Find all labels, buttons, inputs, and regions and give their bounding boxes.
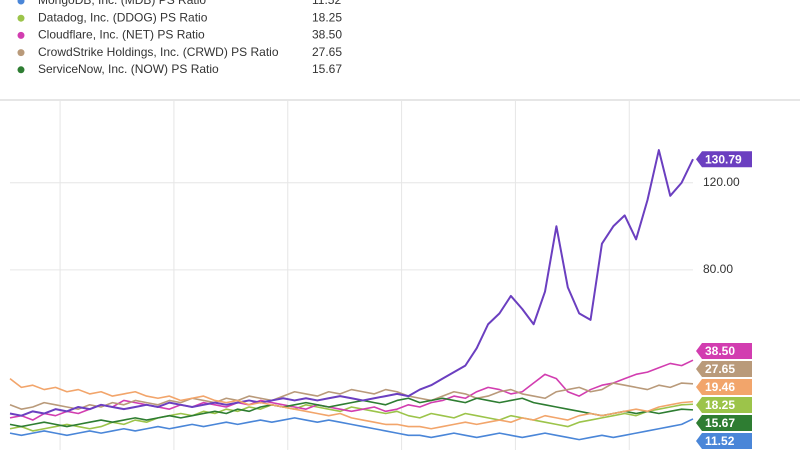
legend-marker — [17, 49, 25, 57]
end-label-text: 11.52 — [705, 434, 735, 448]
end-label-box — [696, 415, 752, 431]
end-label-box — [696, 361, 752, 377]
end-label-box — [696, 151, 752, 168]
legend-value: 15.67 — [312, 62, 342, 76]
end-label-text: 18.25 — [705, 398, 735, 412]
legend-marker — [17, 0, 25, 5]
series-line — [9, 417, 694, 441]
legend-label: ServiceNow, Inc. (NOW) PS Ratio — [38, 62, 219, 76]
end-label-box — [696, 397, 752, 413]
end-label-text: 15.67 — [705, 416, 735, 430]
y-tick-label: 120.00 — [703, 175, 740, 189]
series-line — [9, 403, 694, 432]
legend-value: 11.52 — [312, 0, 341, 7]
end-label: 19.46 — [696, 379, 752, 395]
series-line — [9, 397, 694, 428]
end-label-text: 38.50 — [705, 344, 735, 358]
end-label: 11.52 — [696, 433, 752, 449]
series-line — [9, 382, 694, 410]
series-line — [9, 149, 694, 417]
legend-value: 38.50 — [312, 28, 342, 42]
series-line — [9, 378, 694, 430]
end-label-text: 19.46 — [705, 380, 735, 394]
legend-marker — [17, 14, 25, 22]
end-label-box — [696, 379, 752, 395]
legend-label: CrowdStrike Holdings, Inc. (CRWD) PS Rat… — [38, 45, 279, 59]
legend-label: MongoDB, Inc. (MDB) PS Ratio — [38, 0, 206, 7]
end-label-text: 27.65 — [705, 362, 735, 376]
end-label: 130.79 — [696, 151, 752, 168]
end-label: 18.25 — [696, 397, 752, 413]
end-label-text: 130.79 — [705, 152, 742, 166]
series-line — [9, 359, 694, 421]
end-label-box — [696, 343, 752, 359]
legend-value: 27.65 — [312, 45, 342, 59]
legend-label: Datadog, Inc. (DDOG) PS Ratio — [38, 10, 208, 24]
legend-marker — [17, 31, 25, 39]
legend-marker — [17, 66, 25, 74]
end-label-box — [696, 433, 752, 449]
end-label: 38.50 — [696, 343, 752, 359]
y-tick-label: 80.00 — [703, 262, 733, 276]
legend-value: 18.25 — [312, 10, 342, 24]
end-label: 27.65 — [696, 361, 752, 377]
legend-label: Cloudflare, Inc. (NET) PS Ratio — [38, 28, 205, 42]
end-label: 15.67 — [696, 415, 752, 431]
